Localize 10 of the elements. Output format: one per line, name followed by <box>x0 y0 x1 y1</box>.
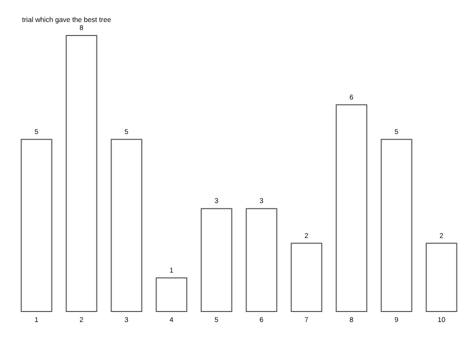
bar <box>246 208 278 312</box>
bar <box>336 104 368 312</box>
bar <box>110 138 142 312</box>
bar <box>290 242 322 312</box>
bar <box>380 138 412 312</box>
bar <box>156 277 188 312</box>
bar <box>66 35 98 312</box>
bar <box>426 242 458 312</box>
bar <box>200 208 232 312</box>
bar <box>20 138 52 312</box>
